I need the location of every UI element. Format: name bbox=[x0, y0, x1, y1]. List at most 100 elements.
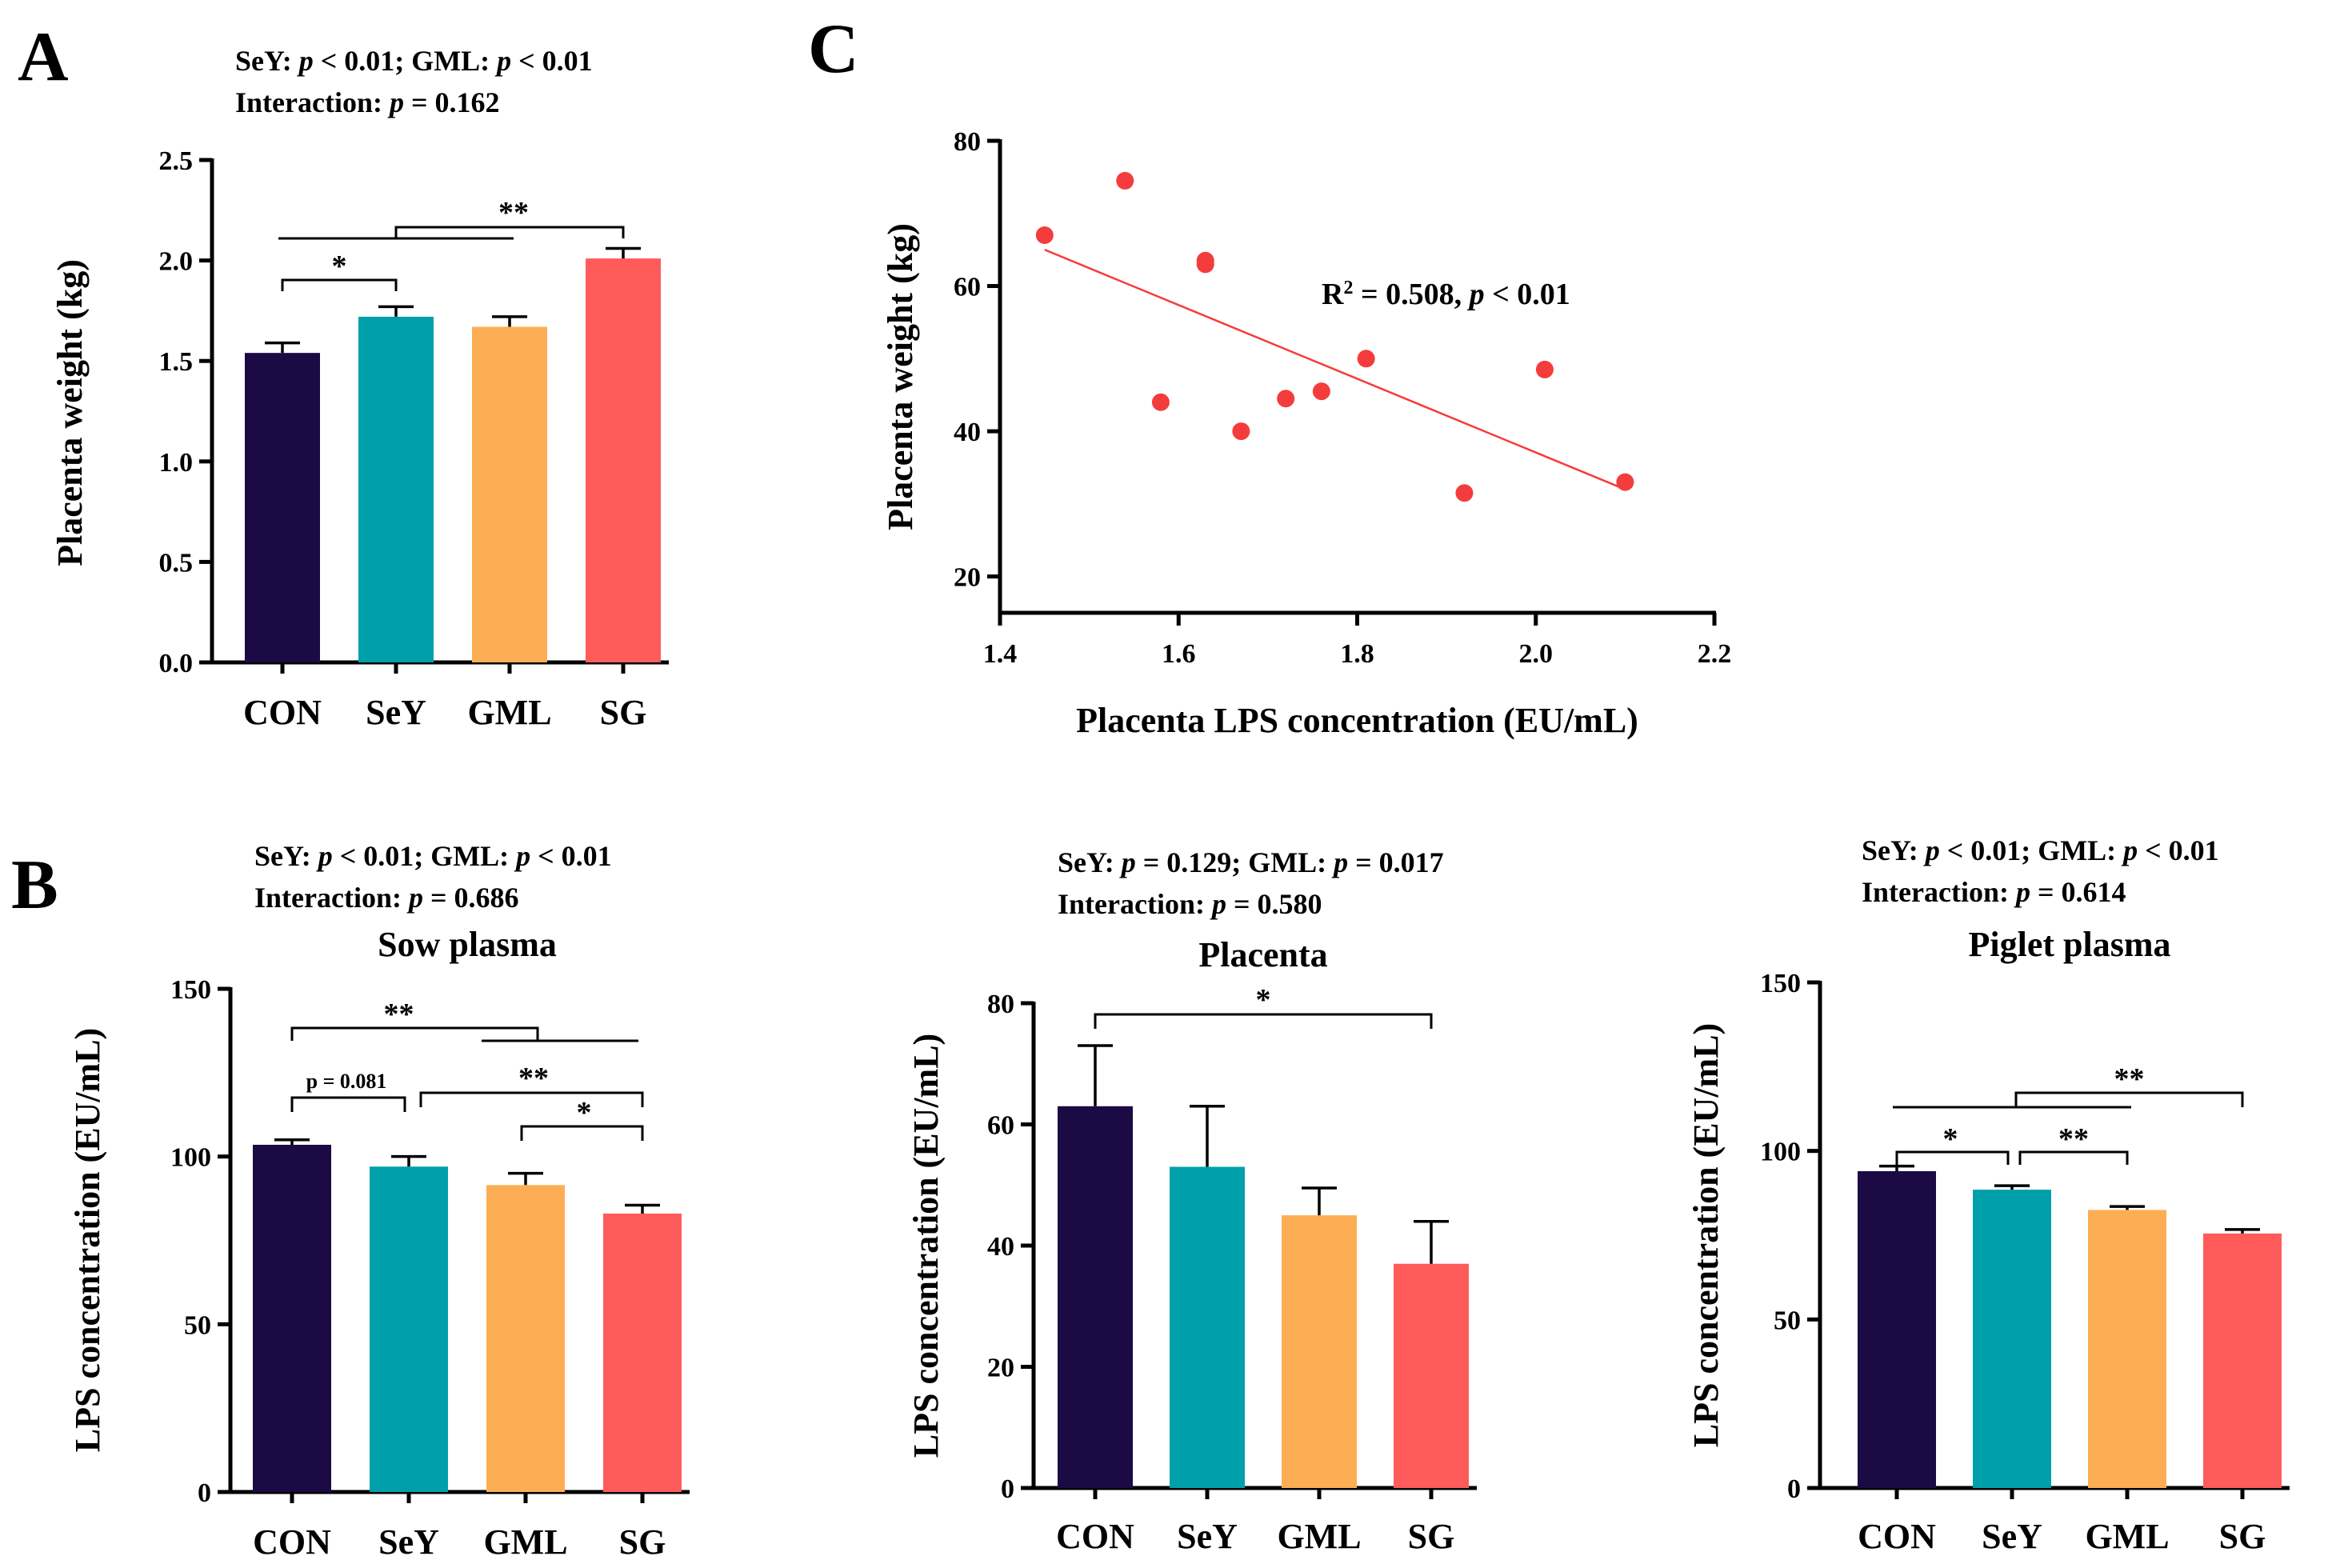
scatter-point bbox=[1232, 422, 1250, 441]
y-tick-label: 2.0 bbox=[159, 247, 194, 277]
scatter-point bbox=[1616, 473, 1634, 491]
bar-gml bbox=[2088, 1210, 2166, 1488]
significance-bracket-sey-gml bbox=[2018, 1150, 2129, 1165]
category-label-sg: SG bbox=[1408, 1517, 1455, 1556]
y-axis-title: LPS concentration (EU/mL) bbox=[1686, 1023, 1726, 1447]
bar-sg bbox=[603, 1213, 682, 1492]
category-label-con: CON bbox=[1858, 1517, 1936, 1556]
error-bar-sg bbox=[625, 1203, 660, 1214]
chart-title: Piglet plasma bbox=[1969, 925, 2171, 964]
bar-sg bbox=[2203, 1233, 2282, 1488]
error-bar-gml bbox=[1302, 1186, 1337, 1216]
error-bar-sey bbox=[391, 1154, 426, 1167]
bar-sg bbox=[586, 258, 661, 662]
error-bar-sg bbox=[606, 246, 641, 259]
bar-con bbox=[245, 353, 320, 662]
category-label-gml: GML bbox=[467, 693, 551, 732]
scatter-point bbox=[1035, 226, 1054, 244]
panel-b2-stat-line2: Interaction: p = 0.580 bbox=[1058, 888, 1322, 920]
y-axis-title: LPS concentration (EU/mL) bbox=[68, 1028, 107, 1452]
chart-sow-plasma: 0 50 100 150 CON SeY GML SG LPS concentration (E… bbox=[68, 925, 690, 1562]
bar-gml bbox=[1282, 1215, 1357, 1488]
y-tick-label: 40 bbox=[987, 1232, 1014, 1262]
significance-label-con-sey: p = 0.081 bbox=[306, 1070, 387, 1093]
category-label-con: CON bbox=[253, 1522, 331, 1562]
y-tick-label: 50 bbox=[184, 1310, 211, 1340]
chart-piglet-plasma: 0 50 100 150 CON SeY GML SG LPS concentration (E… bbox=[1686, 925, 2290, 1556]
bar-sg bbox=[1394, 1263, 1469, 1488]
bar-gml bbox=[472, 326, 547, 662]
chart-lps-vs-weight-scatter: 20 40 60 80 1.4 1.6 1.8 2.0 2.2 R2 = 0.508, p < 0… bbox=[881, 127, 1731, 740]
scatter-point bbox=[1151, 393, 1170, 411]
error-bar-sey bbox=[1190, 1105, 1225, 1167]
y-tick-label: 20 bbox=[954, 563, 981, 593]
bar-sey bbox=[358, 316, 434, 662]
y-tick-label: 80 bbox=[987, 990, 1014, 1019]
significance-label-con-sey: * bbox=[332, 250, 347, 283]
scatter-point bbox=[1535, 360, 1554, 378]
error-bar-gml bbox=[2110, 1205, 2145, 1210]
y-tick-label: 60 bbox=[987, 1111, 1014, 1141]
y-tick-label: 0 bbox=[1787, 1474, 1801, 1504]
chart-title: Placenta bbox=[1198, 935, 1327, 974]
category-label-sey: SeY bbox=[1177, 1517, 1238, 1556]
significance-label-con-sg: * bbox=[1256, 983, 1271, 1017]
significance-bracket-group-sg bbox=[394, 226, 625, 238]
bar-con bbox=[1058, 1106, 1133, 1488]
error-bar-sg bbox=[1414, 1219, 1449, 1264]
x-tick-label: 2.2 bbox=[1698, 639, 1732, 669]
x-axis-title: Placenta LPS concentration (EU/mL) bbox=[1076, 701, 1638, 740]
category-label-gml: GML bbox=[1277, 1517, 1361, 1556]
panel-b3-stat-line2: Interaction: p = 0.614 bbox=[1862, 876, 2126, 908]
chart-title: Sow plasma bbox=[378, 925, 557, 964]
bar-sey bbox=[1170, 1166, 1245, 1488]
category-label-sey: SeY bbox=[378, 1522, 439, 1562]
bar-sey bbox=[370, 1166, 448, 1492]
significance-bracket-con-sg bbox=[1094, 1013, 1433, 1029]
y-tick-label: 0.5 bbox=[159, 548, 194, 578]
y-tick-label: 80 bbox=[954, 127, 981, 157]
panel-letter-c: C bbox=[808, 10, 859, 88]
significance-label-con-group: ** bbox=[384, 998, 414, 1031]
y-axis-title: LPS concentration (EU/mL) bbox=[906, 1034, 946, 1458]
x-tick-label: 1.4 bbox=[983, 639, 1018, 669]
category-label-sg: SG bbox=[619, 1522, 666, 1562]
significance-bracket-con-sey bbox=[1895, 1150, 2010, 1165]
chart-placenta-lps: 0 20 40 60 80 CON SeY GML SG LPS concentration (E… bbox=[906, 935, 1477, 1556]
error-bar-sey bbox=[378, 305, 414, 317]
y-axis-title: Placenta weight (kg) bbox=[881, 223, 920, 530]
y-tick-label: 40 bbox=[954, 418, 981, 447]
error-bar-con bbox=[265, 341, 300, 354]
category-label-con: CON bbox=[243, 693, 322, 732]
y-tick-label: 100 bbox=[1760, 1138, 1801, 1167]
y-tick-label: 2.5 bbox=[159, 146, 194, 176]
x-tick-label: 1.8 bbox=[1340, 639, 1374, 669]
significance-label-sey-gml: ** bbox=[2058, 1122, 2089, 1156]
x-tick-label: 1.6 bbox=[1162, 639, 1196, 669]
error-bar-sg bbox=[2225, 1228, 2260, 1234]
panel-a-stat-line1: SeY: p < 0.01; GML: p < 0.01 bbox=[235, 45, 593, 77]
bar-gml bbox=[486, 1185, 565, 1492]
panel-b3-stat-line1: SeY: p < 0.01; GML: p < 0.01 bbox=[1862, 834, 2219, 866]
category-label-sey: SeY bbox=[1982, 1517, 2042, 1556]
category-label-gml: GML bbox=[483, 1522, 567, 1562]
y-tick-label: 0 bbox=[1001, 1474, 1014, 1504]
y-tick-label: 1.5 bbox=[159, 347, 194, 377]
category-label-sg: SG bbox=[2219, 1517, 2266, 1556]
category-label-con: CON bbox=[1056, 1517, 1134, 1556]
regression-annotation: R2 = 0.508, p < 0.01 bbox=[1322, 278, 1570, 311]
significance-bracket-gml-sg bbox=[520, 1125, 644, 1141]
error-bar-gml bbox=[492, 315, 527, 327]
error-bar-gml bbox=[508, 1171, 543, 1186]
scatter-point bbox=[1277, 390, 1295, 408]
significance-label-group-sg: ** bbox=[498, 196, 529, 230]
y-tick-label: 150 bbox=[1760, 969, 1801, 998]
regression-line bbox=[1044, 248, 1626, 490]
scatter-point bbox=[1455, 484, 1474, 502]
error-bar-con bbox=[1879, 1164, 1914, 1171]
panel-b2-stat-line1: SeY: p = 0.129; GML: p = 0.017 bbox=[1058, 846, 1444, 878]
significance-bracket-con-sey bbox=[281, 278, 398, 291]
y-tick-label: 0 bbox=[198, 1478, 211, 1508]
scatter-point bbox=[1312, 382, 1330, 401]
